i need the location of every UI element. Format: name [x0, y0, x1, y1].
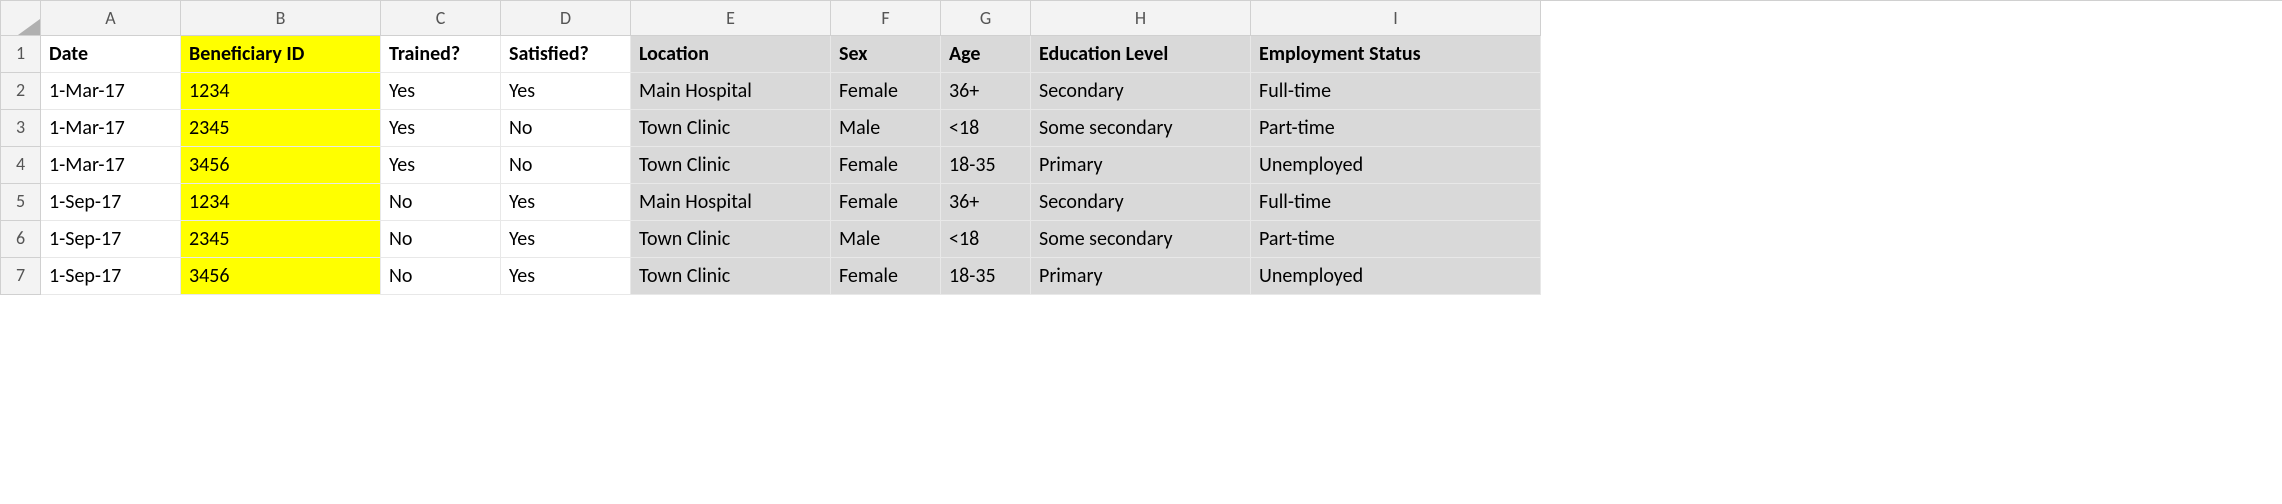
cell-G7[interactable]: 18-35 [941, 258, 1031, 295]
cell-B2[interactable]: 1234 [181, 73, 381, 110]
cell-A5[interactable]: 1-Sep-17 [41, 184, 181, 221]
row-header-2[interactable]: 2 [1, 73, 41, 110]
col-header-E[interactable]: E [631, 1, 831, 36]
cell-G3[interactable]: <18 [941, 110, 1031, 147]
col-header-I[interactable]: I [1251, 1, 1541, 36]
cell-C6[interactable]: No [381, 221, 501, 258]
cell-H2[interactable]: Secondary [1031, 73, 1251, 110]
cell-I2[interactable]: Full-time [1251, 73, 1541, 110]
cell-D6[interactable]: Yes [501, 221, 631, 258]
cell-C4[interactable]: Yes [381, 147, 501, 184]
cell-A2[interactable]: 1-Mar-17 [41, 73, 181, 110]
cell-F2[interactable]: Female [831, 73, 941, 110]
col-header-B[interactable]: B [181, 1, 381, 36]
cell-A6[interactable]: 1-Sep-17 [41, 221, 181, 258]
cell-E1[interactable]: Location [631, 36, 831, 73]
row-header-5[interactable]: 5 [1, 184, 41, 221]
cell-F4[interactable]: Female [831, 147, 941, 184]
cell-C1[interactable]: Trained? [381, 36, 501, 73]
cell-C7[interactable]: No [381, 258, 501, 295]
select-all-corner[interactable] [1, 1, 41, 36]
cell-D2[interactable]: Yes [501, 73, 631, 110]
cell-I7[interactable]: Unemployed [1251, 258, 1541, 295]
cell-D5[interactable]: Yes [501, 184, 631, 221]
cell-G4[interactable]: 18-35 [941, 147, 1031, 184]
cell-F7[interactable]: Female [831, 258, 941, 295]
cell-F6[interactable]: Male [831, 221, 941, 258]
col-header-G[interactable]: G [941, 1, 1031, 36]
cell-C5[interactable]: No [381, 184, 501, 221]
cell-B1[interactable]: Beneficiary ID [181, 36, 381, 73]
cell-F5[interactable]: Female [831, 184, 941, 221]
cell-I3[interactable]: Part-time [1251, 110, 1541, 147]
cell-D4[interactable]: No [501, 147, 631, 184]
cell-I5[interactable]: Full-time [1251, 184, 1541, 221]
cell-G2[interactable]: 36+ [941, 73, 1031, 110]
row-header-6[interactable]: 6 [1, 221, 41, 258]
cell-G6[interactable]: <18 [941, 221, 1031, 258]
cell-E6[interactable]: Town Clinic [631, 221, 831, 258]
cell-B4[interactable]: 3456 [181, 147, 381, 184]
cell-A7[interactable]: 1-Sep-17 [41, 258, 181, 295]
row-header-4[interactable]: 4 [1, 147, 41, 184]
cell-I6[interactable]: Part-time [1251, 221, 1541, 258]
cell-A3[interactable]: 1-Mar-17 [41, 110, 181, 147]
cell-D1[interactable]: Satisfied? [501, 36, 631, 73]
col-header-H[interactable]: H [1031, 1, 1251, 36]
row-header-1[interactable]: 1 [1, 36, 41, 73]
row-header-3[interactable]: 3 [1, 110, 41, 147]
cell-C3[interactable]: Yes [381, 110, 501, 147]
col-header-C[interactable]: C [381, 1, 501, 36]
cell-B3[interactable]: 2345 [181, 110, 381, 147]
cell-G1[interactable]: Age [941, 36, 1031, 73]
cell-H7[interactable]: Primary [1031, 258, 1251, 295]
cell-G5[interactable]: 36+ [941, 184, 1031, 221]
cell-B5[interactable]: 1234 [181, 184, 381, 221]
col-header-D[interactable]: D [501, 1, 631, 36]
col-header-F[interactable]: F [831, 1, 941, 36]
cell-H3[interactable]: Some secondary [1031, 110, 1251, 147]
cell-E3[interactable]: Town Clinic [631, 110, 831, 147]
row-header-7[interactable]: 7 [1, 258, 41, 295]
cell-F3[interactable]: Male [831, 110, 941, 147]
cell-F1[interactable]: Sex [831, 36, 941, 73]
cell-E5[interactable]: Main Hospital [631, 184, 831, 221]
cell-I4[interactable]: Unemployed [1251, 147, 1541, 184]
cell-A1[interactable]: Date [41, 36, 181, 73]
cell-D3[interactable]: No [501, 110, 631, 147]
cell-E4[interactable]: Town Clinic [631, 147, 831, 184]
cell-B7[interactable]: 3456 [181, 258, 381, 295]
cell-H1[interactable]: Education Level [1031, 36, 1251, 73]
cell-C2[interactable]: Yes [381, 73, 501, 110]
col-header-A[interactable]: A [41, 1, 181, 36]
cell-H4[interactable]: Primary [1031, 147, 1251, 184]
cell-H6[interactable]: Some secondary [1031, 221, 1251, 258]
cell-A4[interactable]: 1-Mar-17 [41, 147, 181, 184]
cell-E2[interactable]: Main Hospital [631, 73, 831, 110]
cell-D7[interactable]: Yes [501, 258, 631, 295]
spreadsheet-grid[interactable]: A B C D E F G H I 1 Date Beneficiary ID … [0, 0, 2282, 295]
cell-E7[interactable]: Town Clinic [631, 258, 831, 295]
cell-I1[interactable]: Employment Status [1251, 36, 1541, 73]
cell-B6[interactable]: 2345 [181, 221, 381, 258]
cell-H5[interactable]: Secondary [1031, 184, 1251, 221]
